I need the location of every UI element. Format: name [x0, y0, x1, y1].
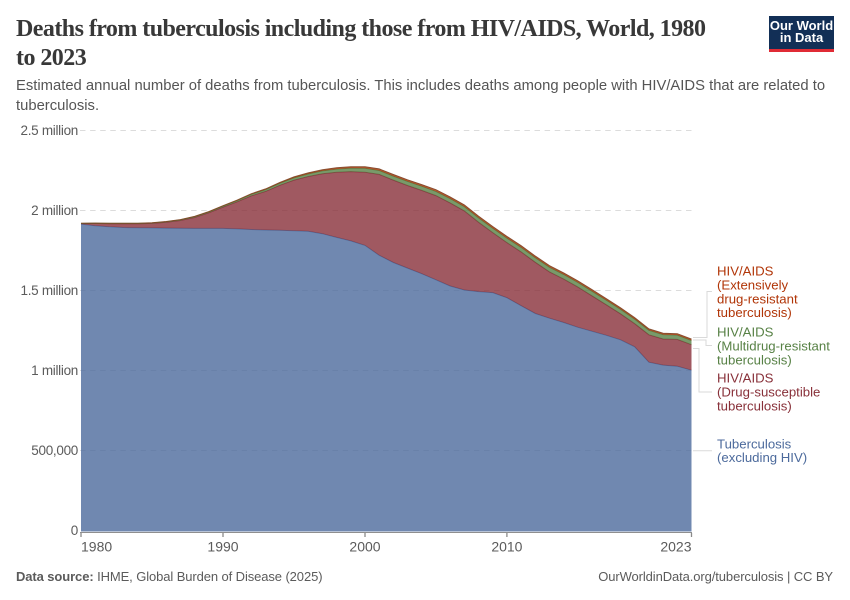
svg-text:(Extensively: (Extensively: [717, 277, 788, 292]
svg-text:drug-resistant: drug-resistant: [717, 291, 798, 306]
svg-text:2000: 2000: [349, 539, 380, 555]
svg-text:(Drug-susceptible: (Drug-susceptible: [717, 385, 820, 400]
svg-text:(Multidrug-resistant: (Multidrug-resistant: [717, 339, 830, 354]
svg-text:2 million: 2 million: [31, 203, 78, 218]
svg-text:Tuberculosis: Tuberculosis: [717, 436, 792, 451]
svg-text:1990: 1990: [207, 539, 238, 555]
svg-text:HIV/AIDS: HIV/AIDS: [717, 325, 774, 340]
svg-text:(excluding HIV): (excluding HIV): [717, 450, 807, 465]
svg-text:2010: 2010: [491, 539, 522, 555]
svg-text:tuberculosis): tuberculosis): [717, 305, 792, 320]
svg-text:1 million: 1 million: [31, 363, 78, 378]
svg-text:1.5 million: 1.5 million: [21, 283, 78, 298]
svg-text:HIV/AIDS: HIV/AIDS: [717, 371, 774, 386]
svg-text:2.5 million: 2.5 million: [21, 123, 78, 138]
svg-text:2023: 2023: [660, 539, 691, 555]
svg-text:0: 0: [71, 523, 78, 538]
svg-text:tuberculosis): tuberculosis): [717, 352, 792, 367]
svg-text:500,000: 500,000: [31, 443, 78, 458]
svg-text:HIV/AIDS: HIV/AIDS: [717, 264, 774, 279]
svg-text:tuberculosis): tuberculosis): [717, 398, 792, 413]
svg-text:1980: 1980: [81, 539, 112, 555]
